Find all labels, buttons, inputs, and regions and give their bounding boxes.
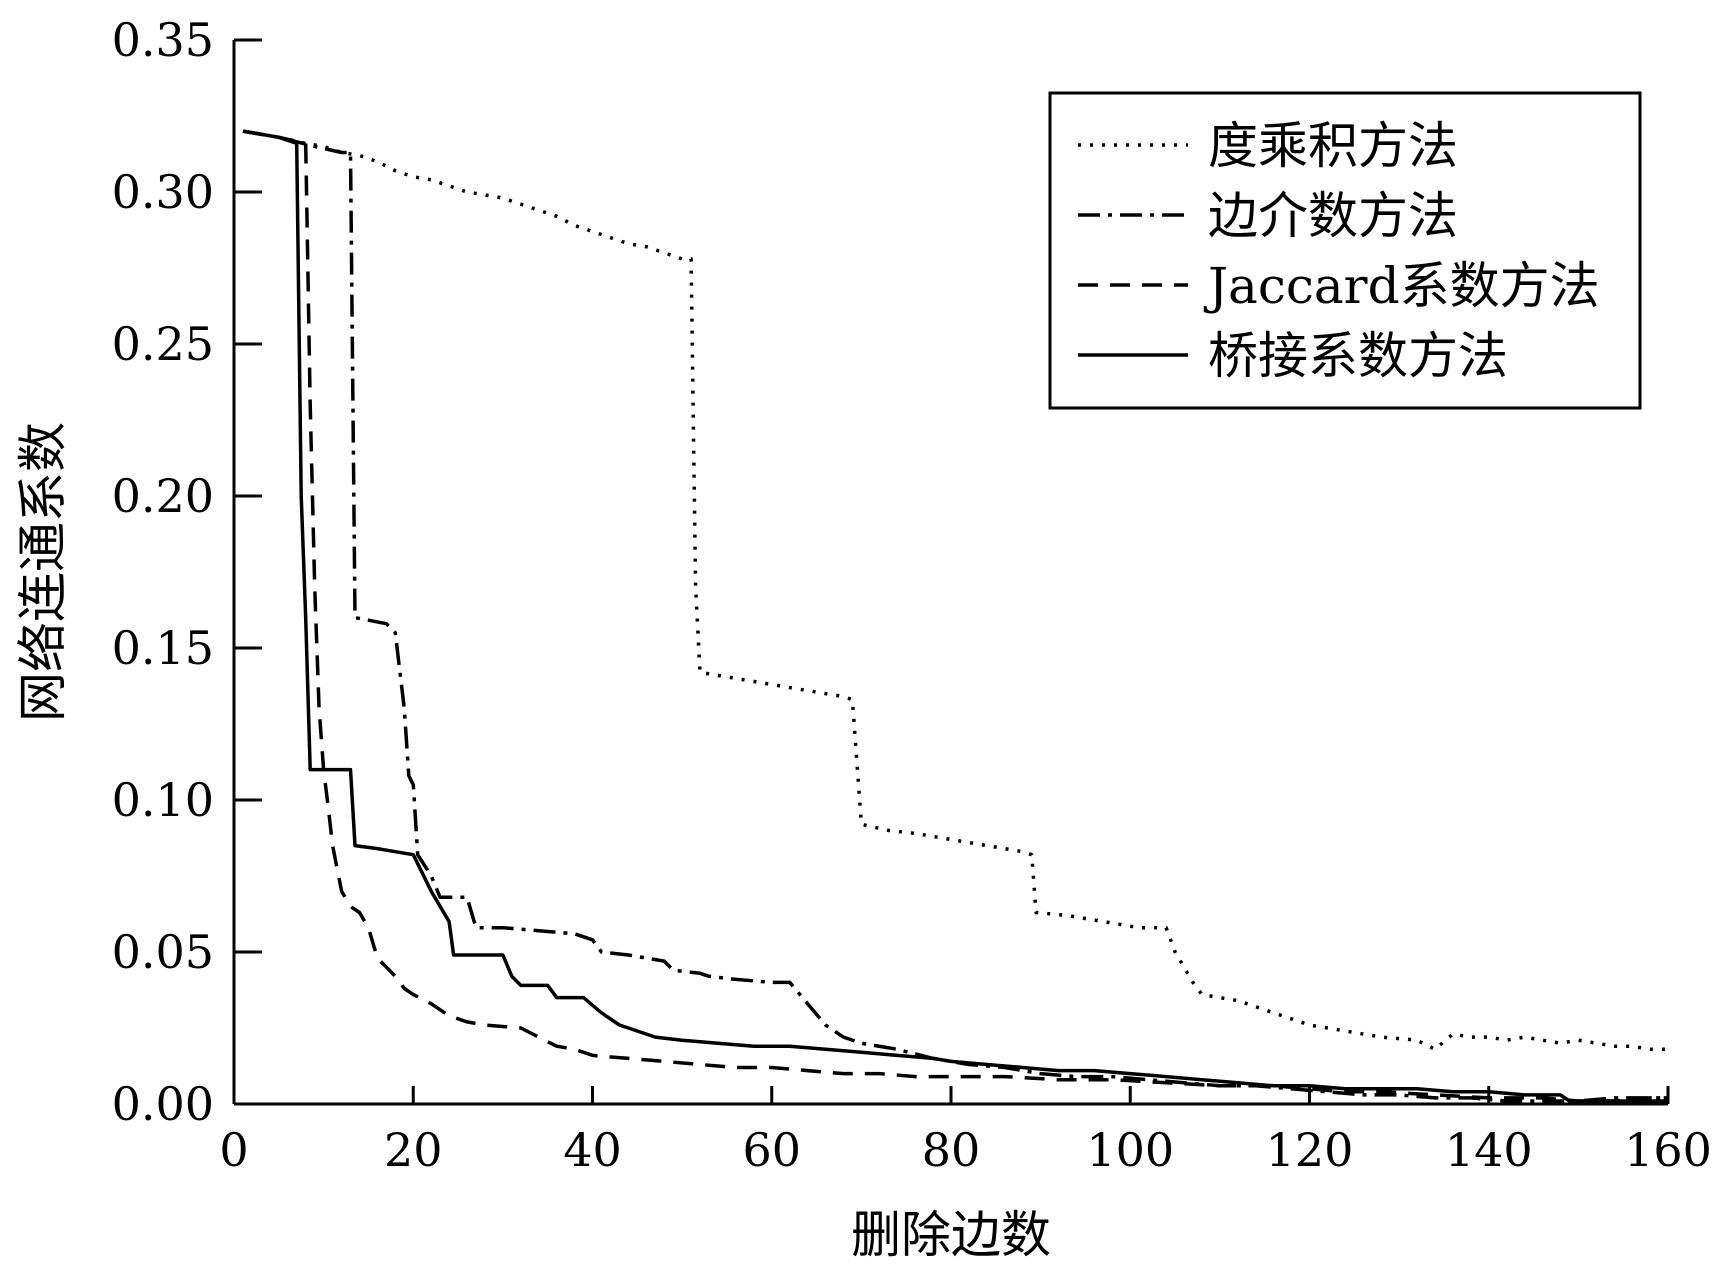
y-tick-label: 0.05 xyxy=(112,925,214,979)
y-tick-label: 0.25 xyxy=(112,317,214,371)
legend-label: Jaccard系数方法 xyxy=(1203,257,1600,315)
y-axis-title: 网络连通系数 xyxy=(14,422,72,722)
y-tick-label: 0.15 xyxy=(112,621,214,675)
y-tick-label: 0.00 xyxy=(112,1077,214,1131)
legend-label: 边介数方法 xyxy=(1208,187,1458,245)
y-tick-label: 0.35 xyxy=(112,13,214,67)
x-tick-label: 100 xyxy=(1086,1123,1174,1177)
y-tick-label: 0.10 xyxy=(112,773,214,827)
legend-label: 桥接系数方法 xyxy=(1208,327,1508,385)
legend-label: 度乘积方法 xyxy=(1208,117,1458,175)
x-tick-label: 60 xyxy=(742,1123,801,1177)
x-tick-label: 0 xyxy=(219,1123,248,1177)
x-tick-label: 40 xyxy=(563,1123,622,1177)
x-tick-label: 140 xyxy=(1445,1123,1533,1177)
y-tick-label: 0.20 xyxy=(112,469,214,523)
x-tick-label: 20 xyxy=(384,1123,443,1177)
x-tick-label: 120 xyxy=(1266,1123,1354,1177)
x-tick-label: 160 xyxy=(1624,1123,1712,1177)
y-tick-label: 0.30 xyxy=(112,165,214,219)
x-axis-title: 删除边数 xyxy=(851,1206,1051,1264)
x-tick-label: 80 xyxy=(922,1123,981,1177)
